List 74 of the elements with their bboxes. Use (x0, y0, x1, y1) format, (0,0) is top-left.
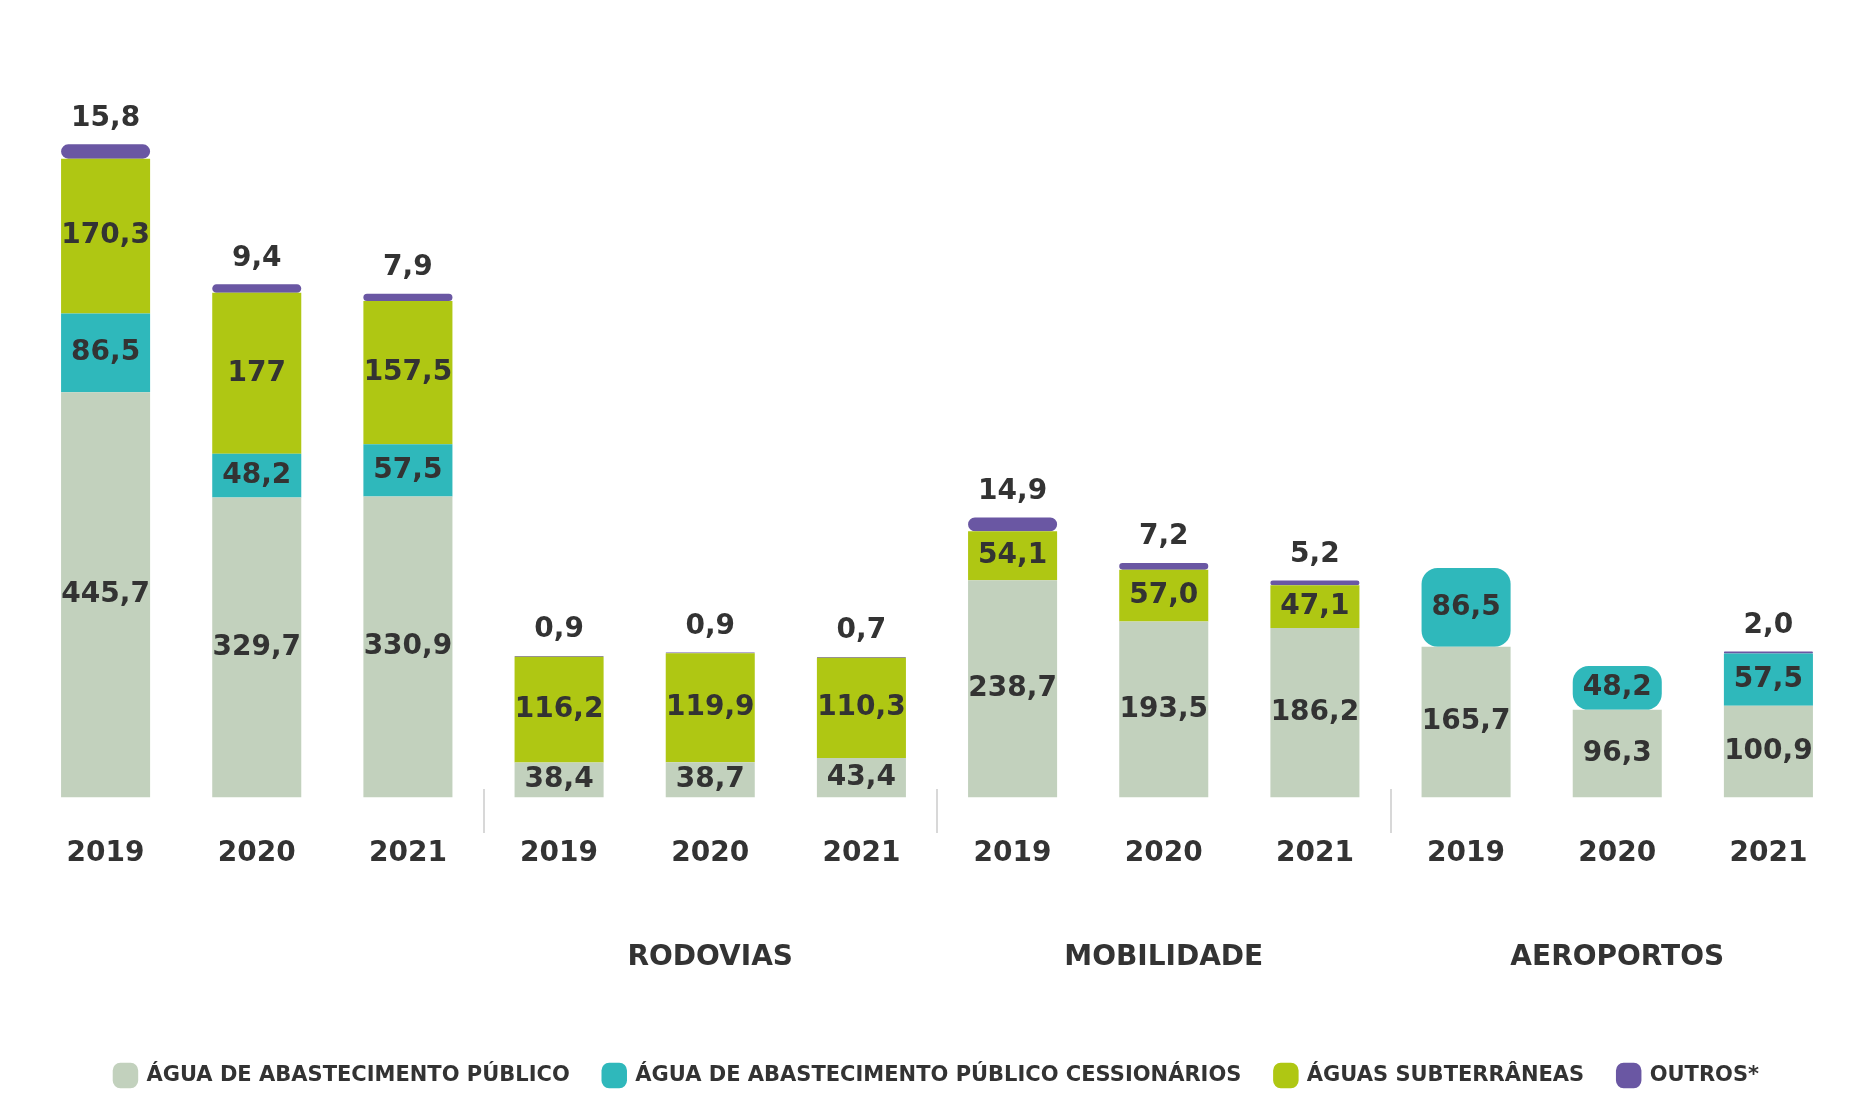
data-label: 445,7 (61, 576, 150, 610)
x-tick-label: 2019 (1427, 835, 1506, 869)
data-label: 0,7 (836, 612, 887, 646)
data-label: 170,3 (61, 217, 150, 251)
bar (665, 653, 755, 763)
data-label: 9,4 (231, 239, 282, 273)
data-label: 38,7 (675, 761, 745, 795)
data-label: 7,9 (383, 249, 433, 283)
bar (968, 517, 1058, 532)
bar (968, 580, 1058, 798)
data-label: 0,9 (534, 611, 584, 645)
bar (1119, 621, 1209, 798)
data-label: 7,2 (1138, 518, 1189, 552)
bar (816, 657, 906, 758)
bar (212, 284, 302, 293)
bar (363, 293, 453, 302)
bar (61, 144, 151, 159)
legend-label: ÁGUA DE ABASTECIMENTO PÚBLICO CESSIONÁRIOS (635, 1060, 1242, 1086)
data-label: 116,2 (514, 690, 604, 724)
x-tick-label: 2020 (671, 835, 750, 869)
data-label: 193,5 (1119, 690, 1209, 724)
data-label: 330,9 (363, 628, 453, 662)
data-label: 86,5 (1431, 588, 1501, 622)
data-label: 15,8 (71, 99, 141, 133)
bar (363, 496, 453, 798)
bar (363, 301, 453, 445)
bar (61, 158, 151, 314)
x-tick-label: 2021 (1729, 835, 1808, 869)
x-tick-label: 2019 (66, 835, 145, 869)
data-label: 119,9 (665, 688, 755, 722)
data-label: 57,0 (1129, 576, 1199, 610)
legend-label: ÁGUAS SUBTERRÂNEAS (1306, 1060, 1585, 1086)
data-label: 177 (227, 354, 286, 388)
bar (1119, 563, 1209, 570)
data-label: 100,9 (1724, 732, 1813, 766)
data-label: 157,5 (363, 353, 453, 387)
bar (514, 656, 604, 763)
bar (212, 292, 302, 454)
x-tick-label: 2020 (1124, 835, 1203, 869)
data-label: 2,0 (1743, 606, 1794, 640)
data-label: 110,3 (817, 689, 906, 723)
legend-label: ÁGUA DE ABASTECIMENTO PÚBLICO (146, 1060, 570, 1086)
data-label: 5,2 (1290, 535, 1340, 569)
x-tick-label: 2021 (1275, 835, 1354, 869)
x-tick-label: 2021 (368, 835, 447, 869)
x-tick-label: 2020 (1578, 835, 1657, 869)
text: RODOVIAS (627, 938, 794, 972)
x-tick-label: 2019 (520, 835, 599, 869)
bar (1421, 646, 1511, 798)
data-label: 329,7 (212, 628, 302, 662)
data-label: 54,1 (978, 537, 1048, 571)
legend-label: OUTROS* (1649, 1061, 1760, 1086)
x-tick-label: 2020 (217, 835, 296, 869)
x-tick-label: 2019 (973, 835, 1052, 869)
data-label: 48,2 (222, 456, 292, 490)
data-label: 86,5 (71, 334, 141, 368)
bar (212, 497, 302, 798)
data-label: 186,2 (1270, 694, 1360, 728)
x-tick-label: 2021 (822, 835, 901, 869)
data-label: 57,5 (1733, 660, 1803, 694)
bar (1270, 628, 1360, 798)
data-label: 14,9 (978, 472, 1048, 506)
data-label: 38,4 (524, 761, 594, 795)
data-label: 0,9 (685, 607, 736, 641)
text: MOBILIDADE (1064, 938, 1264, 972)
data-label: 48,2 (1582, 669, 1652, 703)
bar (61, 392, 151, 798)
data-label: 165,7 (1421, 703, 1511, 737)
data-label: 96,3 (1582, 734, 1652, 768)
data-label: 43,4 (826, 758, 896, 792)
data-label: 57,5 (373, 451, 443, 485)
data-label: 47,1 (1280, 587, 1350, 621)
text: AEROPORTOS (1510, 938, 1725, 972)
data-label: 238,7 (968, 670, 1057, 704)
